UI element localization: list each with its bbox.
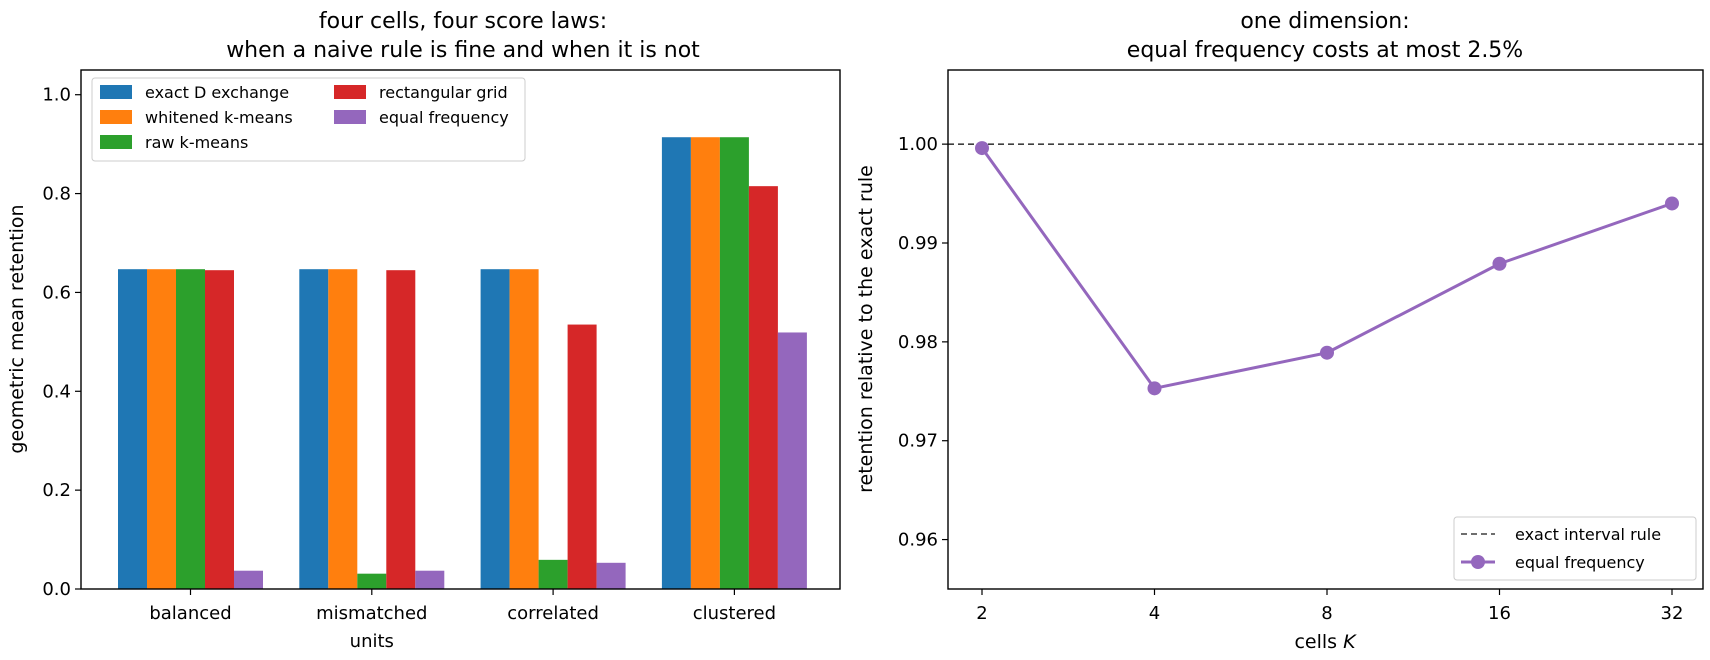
legend-label-whitened-k-means: whitened k-means: [145, 108, 293, 127]
bar-x-tick-label-mismatched: mismatched: [316, 603, 427, 624]
legend-label-raw-k-means: raw k-means: [145, 133, 248, 152]
bar-raw-k-means-clustered: [719, 137, 749, 589]
bar-raw-k-means-mismatched: [357, 573, 387, 589]
line-chart-series: [975, 141, 1679, 396]
bar-y-tick-label: 0.8: [42, 184, 71, 205]
bar-chart-y-ticks: 0.0 0.2 0.4 0.6 0.8 1.0: [42, 85, 81, 600]
bar-chart-panel: four cells, four score laws: when a naiv…: [6, 9, 841, 652]
line-y-tick-label: 0.96: [898, 530, 938, 551]
legend-swatch-raw-k-means: [100, 135, 132, 149]
line-chart-x-axis-label-text: cells: [1294, 631, 1343, 653]
bar-chart-axes-frame: [80, 69, 841, 590]
legend-swatch-equal-frequency: [334, 110, 366, 124]
bar-chart-title-line-2: when a naive rule is fine and when it is…: [226, 38, 700, 63]
line-y-tick-label: 0.99: [898, 233, 938, 254]
bar-raw-k-means-correlated: [538, 559, 568, 589]
line-x-tick-label: 2: [976, 603, 987, 624]
bar-exact-d-exchange-correlated: [480, 269, 510, 589]
point-equal-frequency-k16: [1492, 256, 1507, 271]
bar-chart-legend: exact D exchange whitened k-means raw k-me…: [91, 77, 526, 162]
bar-rectangular-grid-mismatched: [386, 270, 416, 589]
line-chart-y-ticks: 0.96 0.97 0.98 0.99 1.00: [898, 134, 948, 551]
bar-equal-frequency-mismatched: [415, 570, 445, 589]
bar-x-tick-label-mismatched: units: [350, 631, 394, 652]
bar-chart-title-line-1: four cells, four score laws:: [319, 9, 607, 34]
line-chart-panel: one dimension: equal frequency costs at …: [855, 9, 1704, 653]
legend-label-exact-interval-rule: exact interval rule: [1515, 525, 1661, 544]
bar-equal-frequency-clustered: [777, 332, 807, 589]
line-y-tick-label: 0.98: [898, 332, 938, 353]
line-chart-y-axis-label: retention relative to the exact rule: [855, 165, 877, 493]
bar-chart-bars: [118, 137, 807, 589]
line-x-tick-label: 8: [1321, 603, 1332, 624]
line-chart-x-axis-label: cells K: [1294, 631, 1357, 653]
line-chart-x-axis-label-var: K: [1343, 631, 1357, 653]
line-y-tick-label: 0.97: [898, 431, 938, 452]
line-chart-legend-frame: [1453, 516, 1697, 581]
bar-y-tick-label: 1.0: [42, 85, 71, 106]
bar-whitened-k-means-correlated: [509, 269, 539, 589]
point-equal-frequency-k8: [1320, 345, 1334, 360]
line-chart-title-line-2: equal frequency costs at most 2.5%: [1127, 38, 1523, 63]
legend-label-exact-d-exchange: exact D exchange: [145, 83, 289, 102]
bar-exact-d-exchange-balanced: [118, 269, 147, 589]
bar-chart-y-axis-label: geometric mean retention: [6, 204, 28, 453]
bar-rectangular-grid-clustered: [748, 186, 778, 589]
bar-y-tick-label: 0.0: [42, 579, 71, 600]
line-y-tick-label: 1.00: [898, 134, 938, 155]
bar-rectangular-grid-balanced: [205, 270, 234, 589]
legend-swatch-whitened-k-means: [100, 110, 132, 124]
bar-x-tick-label-clustered: clustered: [693, 603, 776, 624]
bar-y-tick-label: 0.4: [42, 381, 71, 402]
line-x-tick-label: 16: [1488, 603, 1511, 624]
legend-swatch-marker-equal-frequency: [1471, 555, 1485, 569]
point-equal-frequency-k2: [975, 141, 989, 156]
bar-whitened-k-means-balanced: [147, 269, 176, 589]
point-equal-frequency-k32: [1665, 196, 1679, 211]
bar-y-tick-label: 0.2: [42, 480, 71, 501]
bar-chart-legend-frame: [91, 77, 526, 162]
line-x-tick-label: 32: [1661, 603, 1684, 624]
legend-label-equal-frequency: equal frequency: [1515, 553, 1645, 572]
bar-raw-k-means-balanced: [176, 269, 205, 589]
point-equal-frequency-k4: [1147, 381, 1162, 396]
line-chart-title-line-1: one dimension:: [1240, 9, 1409, 34]
bar-equal-frequency-correlated: [596, 562, 626, 589]
bar-x-tick-label-balanced: balanced: [149, 603, 231, 624]
bar-exact-d-exchange-mismatched: [299, 269, 329, 589]
line-chart-x-ticks: 2 4 8 16 32: [976, 589, 1683, 624]
bar-chart-x-ticks: balanced mismatched units correlated cluster…: [149, 589, 776, 652]
bar-whitened-k-means-clustered: [690, 137, 720, 589]
legend-label-equal-frequency: equal frequency: [379, 108, 509, 127]
bar-equal-frequency-balanced: [234, 570, 263, 589]
line-x-tick-label: 4: [1149, 603, 1160, 624]
legend-swatch-rectangular-grid: [334, 85, 366, 99]
bar-x-tick-label-correlated: correlated: [507, 603, 599, 624]
line-chart-legend: exact interval rule equal frequency: [1453, 516, 1697, 581]
bar-y-tick-label: 0.6: [42, 282, 71, 303]
bar-rectangular-grid-correlated: [567, 324, 597, 589]
legend-swatch-exact-d-exchange: [100, 85, 132, 99]
legend-label-rectangular-grid: rectangular grid: [379, 83, 508, 102]
bar-exact-d-exchange-clustered: [661, 137, 691, 589]
bar-whitened-k-means-mismatched: [328, 269, 358, 589]
line-chart-axes-frame: [947, 69, 1704, 590]
